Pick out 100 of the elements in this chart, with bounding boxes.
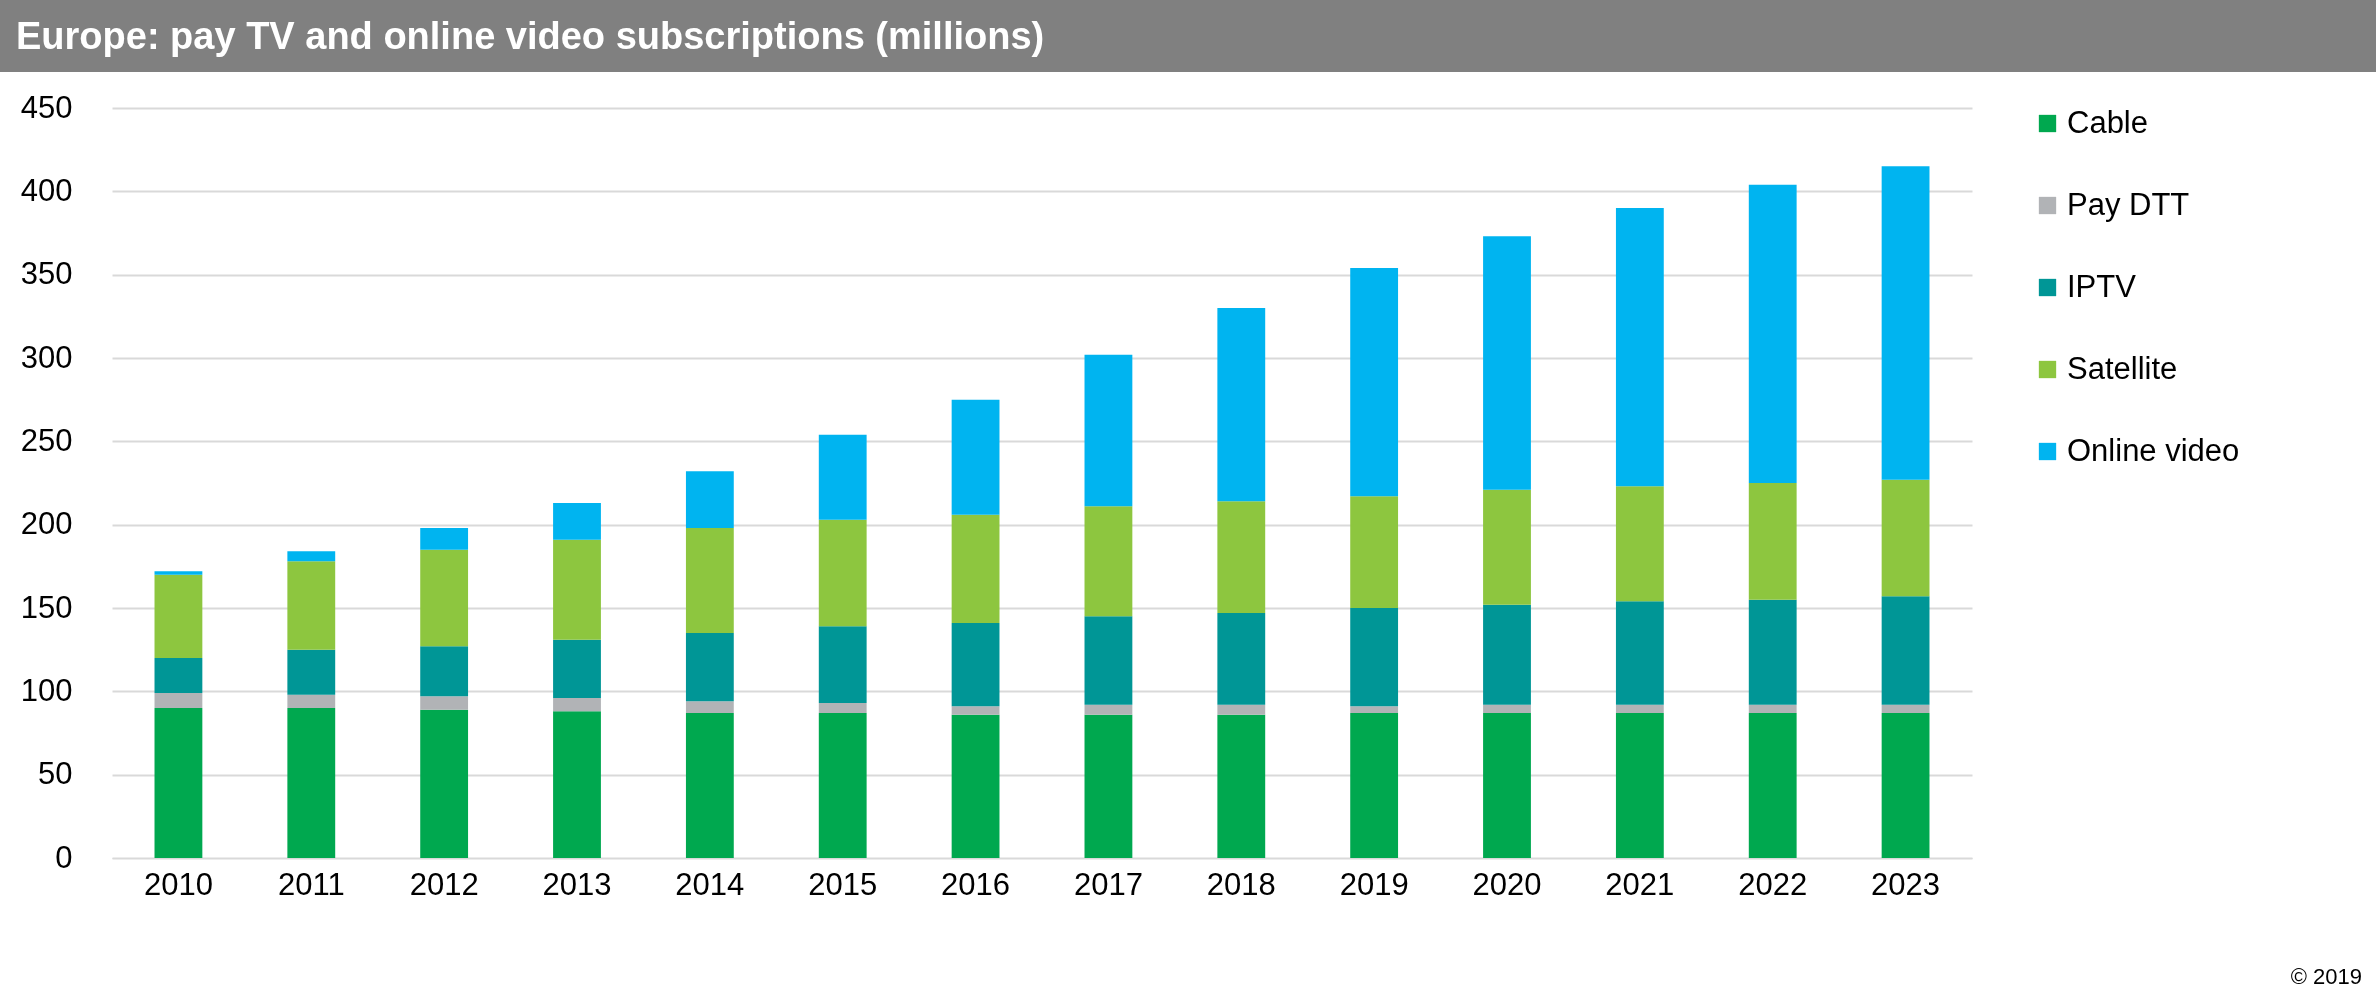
bar	[1350, 268, 1399, 497]
bar	[1084, 506, 1133, 617]
legend-label: Pay DTT	[2067, 186, 2190, 222]
bar	[818, 626, 867, 703]
bar	[154, 574, 203, 658]
bar	[685, 471, 734, 528]
bar	[420, 646, 469, 697]
x-tick-label: 2015	[808, 866, 878, 902]
bar	[287, 551, 336, 562]
bar	[1748, 713, 1797, 858]
bar	[287, 694, 336, 708]
text: © 2019	[2290, 964, 2362, 990]
bar	[420, 709, 469, 858]
y-tick-label: 150	[20, 589, 73, 625]
y-tick-label: 400	[20, 172, 73, 208]
x-tick-label: 2013	[542, 866, 612, 902]
bar	[1084, 704, 1133, 715]
bar	[1881, 704, 1930, 713]
bar	[553, 539, 601, 640]
bar	[1748, 483, 1797, 600]
bar	[553, 639, 601, 698]
bar	[1881, 166, 1930, 480]
bar	[1615, 713, 1664, 858]
bar	[154, 693, 203, 708]
bar	[685, 701, 734, 713]
bar	[1748, 599, 1797, 705]
y-tick-label: 250	[20, 422, 73, 458]
bar	[1350, 608, 1399, 707]
bar	[1217, 613, 1266, 705]
bar	[1615, 208, 1664, 487]
bar	[553, 711, 601, 858]
bar	[154, 708, 203, 858]
bar	[685, 528, 734, 633]
bar	[420, 696, 469, 710]
bar	[818, 519, 867, 627]
bar	[420, 549, 469, 647]
bar	[287, 649, 336, 695]
bar	[1217, 704, 1266, 715]
y-tick-label: 0	[55, 839, 73, 875]
y-tick-label: 200	[20, 506, 73, 542]
x-tick-label: 2018	[1206, 866, 1276, 902]
bar	[1748, 704, 1797, 713]
x-tick-label: 2014	[675, 866, 745, 902]
bar	[154, 571, 203, 575]
bar	[1350, 496, 1399, 608]
bar	[154, 658, 203, 693]
bar	[818, 713, 867, 858]
x-tick-label: 2022	[1738, 866, 1808, 902]
chart-title: Europe: pay TV and online video subscriptions (millions)	[0, 0, 2376, 72]
bar	[287, 561, 336, 650]
bar	[685, 633, 734, 702]
bar	[1217, 308, 1266, 502]
x-tick-label: 2019	[1339, 866, 1409, 902]
bar	[951, 514, 1000, 623]
bar	[818, 703, 867, 713]
bar	[1350, 706, 1399, 713]
bar	[951, 706, 1000, 715]
bar	[1483, 704, 1531, 713]
legend-label: IPTV	[2067, 268, 2137, 304]
legend-label: Satellite	[2067, 350, 2178, 386]
y-tick-label: 450	[20, 89, 73, 125]
bar	[1483, 713, 1531, 858]
x-tick-label: 2016	[941, 866, 1011, 902]
bar	[1615, 601, 1664, 705]
bar	[818, 434, 867, 520]
y-tick-label: 300	[20, 339, 73, 375]
x-tick-label: 2012	[409, 866, 479, 902]
bar	[1881, 713, 1930, 858]
x-tick-label: 2017	[1073, 866, 1143, 902]
bar	[1084, 714, 1133, 858]
bar	[1350, 713, 1399, 858]
bar	[1084, 616, 1133, 705]
legend-label: Online video	[2067, 432, 2240, 468]
y-tick-label: 50	[38, 756, 73, 792]
x-tick-label: 2021	[1605, 866, 1675, 902]
bar	[1217, 714, 1266, 858]
y-tick-label: 100	[20, 672, 73, 708]
bar	[1615, 704, 1664, 713]
bar	[1483, 489, 1531, 605]
bar	[287, 708, 336, 858]
bar	[1748, 184, 1797, 483]
x-tick-label: 2011	[277, 866, 345, 902]
x-tick-label: 2020	[1472, 866, 1542, 902]
legend-label: Cable	[2067, 104, 2148, 140]
y-tick-label: 350	[20, 256, 73, 292]
bar	[1881, 479, 1930, 597]
bar	[553, 698, 601, 712]
bar	[1483, 604, 1531, 705]
bar	[420, 528, 469, 550]
bar	[1881, 596, 1930, 705]
bar	[685, 713, 734, 858]
bar	[1217, 501, 1266, 613]
bar	[951, 399, 1000, 515]
x-tick-label: 2010	[143, 866, 213, 902]
bar	[1084, 354, 1133, 507]
bar	[951, 714, 1000, 858]
bar	[951, 623, 1000, 707]
x-tick-label: 2023	[1871, 866, 1941, 902]
bar	[1615, 486, 1664, 602]
bar	[553, 503, 601, 540]
